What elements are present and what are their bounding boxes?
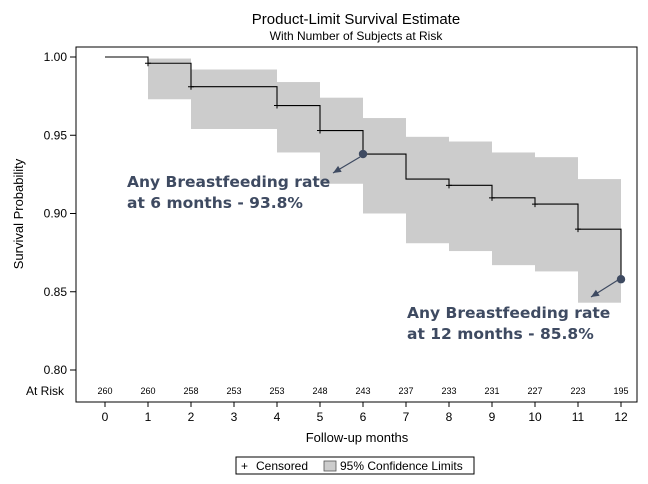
confidence-band-segment (363, 118, 406, 214)
censored-mark (575, 226, 581, 233)
y-tick-label: 0.95 (44, 128, 68, 142)
x-tick-label: 12 (614, 410, 628, 424)
x-tick-label: 5 (317, 410, 324, 424)
legend-censored-label: Censored (256, 459, 308, 473)
censored-mark (532, 201, 538, 208)
annotations: Any Breastfeeding rate at 6 months - 93.8… (127, 149, 626, 343)
annotation-point (358, 149, 368, 159)
annotation-text: Any Breastfeeding rate (127, 173, 330, 191)
y-axis-ticks: 0.80 0.85 0.90 0.95 1.00 (44, 50, 76, 377)
confidence-band (148, 58, 621, 303)
x-tick-label: 4 (274, 410, 281, 424)
x-tick-label: 11 (572, 410, 585, 424)
x-tick-label: 1 (145, 410, 152, 424)
censored-mark (274, 102, 280, 109)
annotation-arrowhead (591, 289, 600, 297)
survival-curve (105, 56, 622, 280)
x-tick-label: 0 (102, 410, 109, 424)
censored-mark (446, 182, 452, 189)
y-tick-label: 0.80 (44, 363, 68, 377)
survival-step-line (105, 56, 622, 280)
legend-band-label: 95% Confidence Limits (340, 459, 463, 473)
confidence-band-segment (406, 136, 449, 244)
censored-mark (317, 127, 323, 134)
at-risk-count: 231 (484, 386, 499, 396)
at-risk-row: 260 260 258 253 253 248 243 237 233 231 227 223 195 (97, 386, 628, 396)
x-axis-label: Follow-up months (306, 430, 409, 445)
confidence-band-segment (320, 97, 363, 184)
confidence-band-segment (148, 58, 191, 100)
annotation-text: at 12 months - 85.8% (407, 325, 594, 343)
x-tick-label: 8 (446, 410, 453, 424)
x-tick-label: 9 (489, 410, 496, 424)
at-risk-count: 258 (183, 386, 198, 396)
x-tick-label: 3 (231, 410, 238, 424)
x-tick-label: 10 (528, 410, 542, 424)
confidence-band-segment (191, 69, 277, 129)
plot-frame (75, 46, 638, 403)
legend-frame (235, 456, 475, 475)
chart-title: Product-Limit Survival Estimate (252, 11, 460, 28)
at-risk-count: 248 (312, 386, 327, 396)
at-risk-count: 237 (398, 386, 413, 396)
confidence-band-segment (277, 82, 320, 153)
at-risk-count: 223 (570, 386, 585, 396)
y-tick-label: 0.85 (44, 285, 68, 299)
y-axis-label: Survival Probability (11, 158, 26, 269)
legend-censored-symbol: + (241, 459, 248, 473)
legend: + Censored 95% Confidence Limits (235, 456, 475, 475)
at-risk-count: 260 (97, 386, 112, 396)
legend-band-swatch (323, 460, 337, 472)
at-risk-count: 195 (613, 386, 628, 396)
at-risk-count: 233 (441, 386, 456, 396)
at-risk-header: At Risk (26, 384, 65, 398)
y-tick-label: 0.90 (44, 207, 68, 221)
at-risk-count: 243 (355, 386, 370, 396)
annotation-text: Any Breastfeeding rate (407, 304, 610, 322)
x-tick-label: 6 (360, 410, 367, 424)
censored-marks (145, 60, 581, 233)
confidence-band-segment (578, 179, 621, 303)
at-risk-count: 260 (140, 386, 155, 396)
confidence-band-segment (535, 157, 578, 272)
confidence-band-segment (449, 141, 492, 252)
at-risk-count: 253 (226, 386, 241, 396)
annotation-arrowhead (333, 165, 342, 173)
confidence-band-segment (492, 152, 535, 266)
x-tick-label: 2 (188, 410, 195, 424)
at-risk-count: 227 (527, 386, 542, 396)
chart-subtitle: With Number of Subjects at Risk (270, 29, 444, 43)
x-tick-label: 7 (403, 410, 410, 424)
x-axis-ticks: 0 1 2 3 4 5 6 7 8 9 10 11 12 (102, 402, 628, 424)
censored-mark (188, 83, 194, 90)
censored-mark (489, 194, 495, 201)
censored-mark (145, 60, 151, 67)
at-risk-count: 253 (269, 386, 284, 396)
annotation-text: at 6 months - 93.8% (127, 194, 303, 212)
y-tick-label: 1.00 (44, 50, 68, 64)
annotation-point (616, 275, 626, 284)
